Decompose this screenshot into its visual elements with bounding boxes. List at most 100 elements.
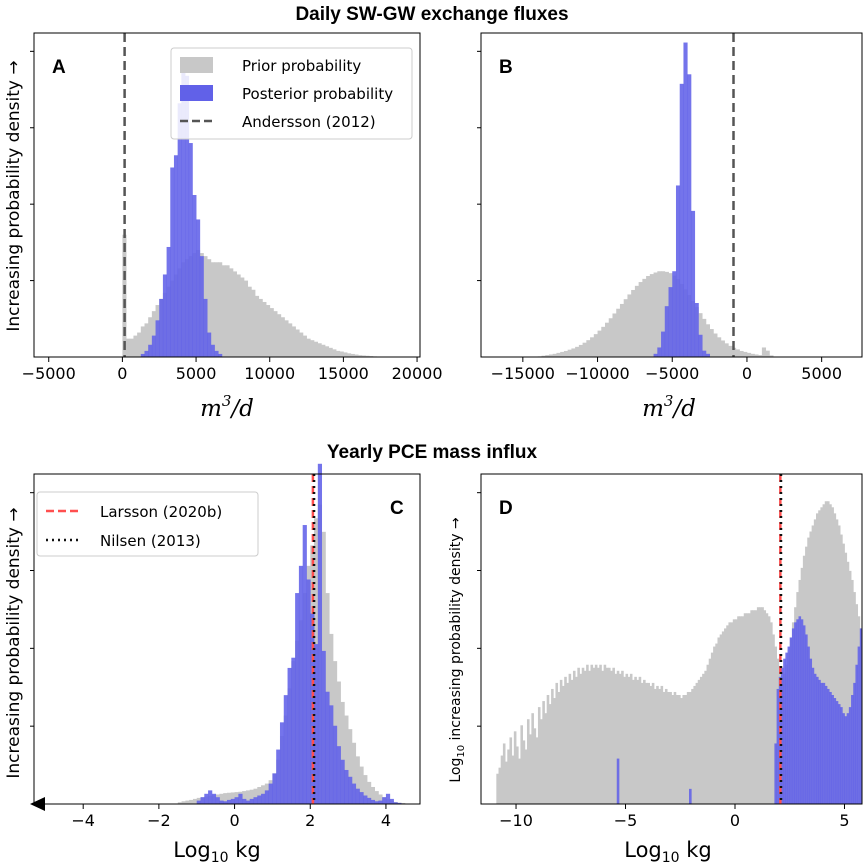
panel-b-posterior-bar [694, 303, 699, 357]
panel-d-prior-bar [557, 691, 561, 804]
panel-c-letter: C [390, 498, 404, 519]
panel-d-prior-bar [636, 679, 640, 804]
panel-d-posterior-bar [851, 695, 854, 804]
panel-b-xtick-label: 0 [742, 364, 752, 383]
panel-a-xtick-label: 20000 [392, 364, 443, 383]
panel-c-prior-bar [336, 681, 341, 804]
panel-c-posterior-bar [211, 793, 217, 804]
legend-larsson-label: Larsson (2020b) [100, 503, 222, 521]
panel-d-posterior-bar [818, 679, 821, 804]
panel-b-prior-bar [713, 333, 718, 357]
panel-c-prior-bar [189, 799, 194, 804]
panel-d-prior-bar [662, 691, 666, 804]
panel-d-prior-bar [752, 610, 756, 804]
panel-c-frame [33, 473, 421, 805]
panel-b-xtick-label: 5000 [801, 364, 842, 383]
panel-d-posterior-bar [829, 691, 832, 804]
panel-c-prior-bar [223, 793, 228, 804]
panel-b-prior-bar [623, 299, 628, 357]
panel-a-xlabel: m3/d [200, 392, 254, 422]
panel-c-posterior-bar [230, 798, 235, 804]
panel-b-prior-bar [702, 318, 707, 357]
panel-b-prior-bar [657, 271, 662, 357]
panel-b-posterior-bar [683, 42, 688, 357]
panel-d-prior-bar [761, 607, 764, 804]
panel-c-posterior-bar [261, 793, 266, 804]
panel-a-prior-bar [350, 353, 355, 357]
panel-c-posterior-bar [245, 800, 251, 804]
panel-b-prior-bar [761, 347, 767, 357]
panel-d-posterior-bar [844, 716, 848, 804]
panel-b-prior-bar [627, 294, 632, 357]
panel-a-prior-bar [254, 295, 260, 357]
panel-d-prior-bar [745, 613, 749, 804]
panel-d-prior-bar [564, 676, 567, 804]
panel-b-prior-bar [649, 274, 654, 357]
panel-b-prior-bar [593, 334, 598, 357]
panel-c-prior-bar [355, 756, 360, 804]
panel-b-posterior-bar [687, 74, 692, 357]
panel-d-posterior-bar [837, 704, 841, 804]
panel-d-prior-bar [726, 625, 729, 804]
panel-b-posterior-bar [657, 347, 662, 357]
panel-b-prior-bar [638, 282, 643, 357]
panel-d-prior-bar [507, 749, 510, 804]
panel-d-posterior-bar [798, 616, 802, 804]
panel-c-posterior-bar [314, 644, 319, 804]
panel-d-prior-bar [656, 685, 659, 804]
panel-b-prior-bar [552, 353, 557, 357]
prior-swatch-icon [180, 57, 213, 73]
panel-d-posterior-bar [789, 637, 793, 804]
panel-d-xlabel: Log10 kg [624, 838, 712, 864]
panel-d-prior-bar [851, 579, 854, 804]
panel-c-posterior-bar [385, 793, 391, 804]
panel-c-posterior-bar [264, 790, 270, 804]
panel-d-prior-bar [570, 679, 574, 804]
panel-b-prior-bar [586, 340, 591, 357]
panel-d-prior-bar [592, 667, 596, 804]
panel-d-prior-bar [743, 613, 747, 804]
panel-b-prior-bar [590, 337, 595, 357]
panel-d-prior-bar [715, 643, 718, 804]
panel-d-posterior-bar [824, 685, 828, 804]
panel-b-prior-bar [556, 352, 561, 357]
panel-d-prior-bar [669, 691, 672, 804]
panel-c-xlabel: Log10 kg [173, 838, 261, 864]
panel-d-prior-bar [502, 743, 506, 804]
panel-c-posterior-bar [393, 802, 398, 804]
panel-c-posterior-bar [268, 783, 273, 804]
panel-b-prior-bar [608, 318, 613, 357]
panel-d-prior-bar [842, 543, 845, 804]
panel-c-ylabel: Increasing probability density → [4, 507, 24, 778]
panel-d-posterior-bar [783, 658, 786, 804]
panel-a-xtick-label: 5000 [176, 364, 217, 383]
panel-d-prior-bar [813, 519, 817, 804]
panel-a-prior-bar [354, 354, 359, 357]
panel-d-prior-bar [750, 610, 753, 804]
panel-d-prior-bar [684, 695, 688, 804]
panel-d-prior-bar [741, 616, 745, 804]
panel-d-prior-bar [594, 664, 598, 804]
panel-b-prior-bar [601, 326, 606, 357]
panel-b-xtick-label: −5000 [645, 364, 699, 383]
panel-a-prior-bar [266, 305, 271, 357]
panel-c-prior-bar [351, 742, 357, 804]
legend-andersson-label: Andersson (2012) [242, 113, 376, 131]
panel-c-prior-bar [367, 781, 372, 804]
panel-d-prior-bar [653, 688, 657, 804]
panel-a-xtick-label: −5000 [22, 364, 76, 383]
panel-a-prior-bar [328, 347, 333, 357]
panel-a-prior-bar [229, 268, 234, 357]
panel-a-prior-bar [317, 343, 322, 357]
panel-a-prior-bar [207, 259, 212, 357]
panel-b-frame [480, 32, 863, 358]
panel-a-prior-bar [277, 314, 282, 357]
panel-a-prior-bar [133, 335, 138, 357]
panel-d-prior-bar [713, 646, 716, 804]
panel-d-posterior-bar [857, 646, 861, 804]
panel-c-posterior-bar [238, 793, 243, 804]
panel-c-prior-bar [374, 791, 379, 804]
panel-c-prior-bar [242, 791, 247, 804]
panel-d-posterior-bar [807, 646, 810, 804]
panel-c-posterior-bar [287, 667, 292, 804]
